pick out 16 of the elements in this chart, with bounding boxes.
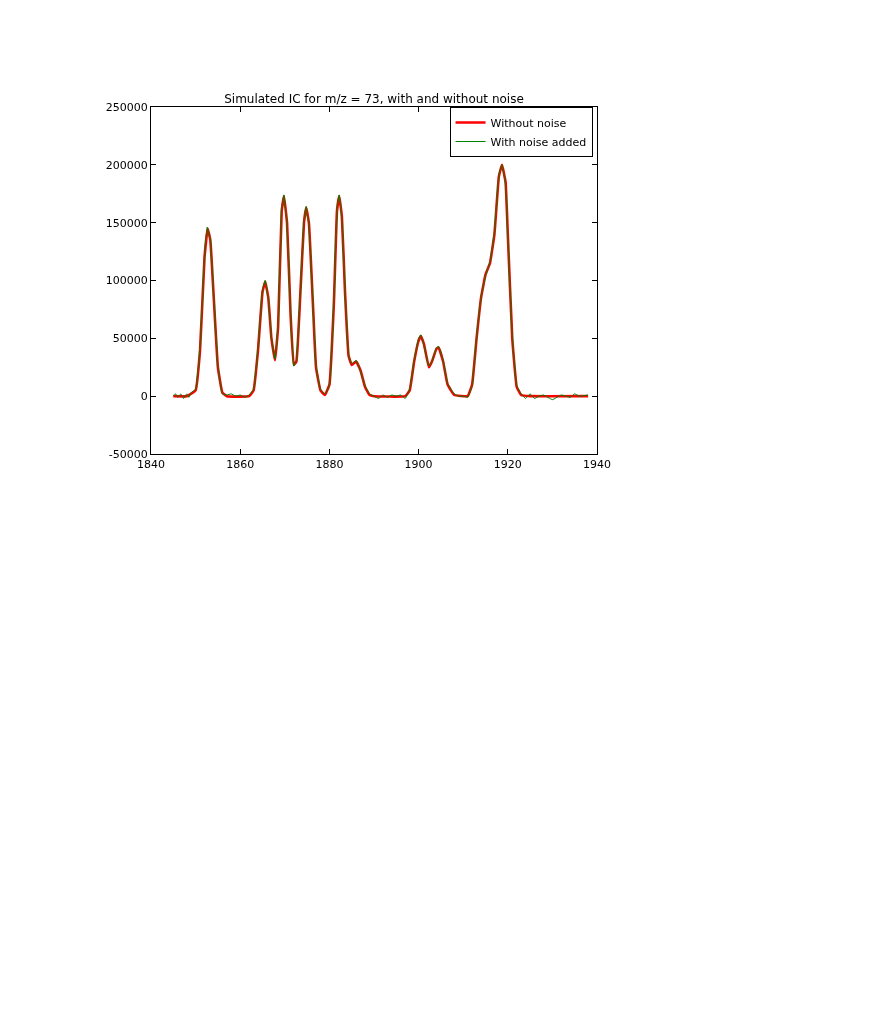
y-tick-label: 100000 (105, 274, 148, 288)
y-tick-label: 250000 (105, 100, 148, 114)
y-tick-label: -50000 (108, 447, 148, 461)
legend-label: Without noise (490, 116, 567, 130)
x-tick-label: 1880 (315, 458, 344, 472)
y-tick-label: 0 (140, 390, 148, 404)
x-tick-label: 1920 (493, 458, 522, 472)
y-tick-label: 200000 (105, 158, 148, 172)
legend-label: With noise added (490, 135, 587, 149)
y-tick-label: 50000 (112, 332, 148, 346)
chart-title: Simulated IC for m/z = 73, with and without noise (224, 92, 524, 106)
x-tick-label: 1900 (404, 458, 433, 472)
x-tick-label: 1840 (137, 458, 165, 472)
y-tick-label: 150000 (105, 216, 148, 230)
x-tick-label: 1860 (226, 458, 255, 472)
x-tick-label: 1940 (583, 458, 611, 472)
